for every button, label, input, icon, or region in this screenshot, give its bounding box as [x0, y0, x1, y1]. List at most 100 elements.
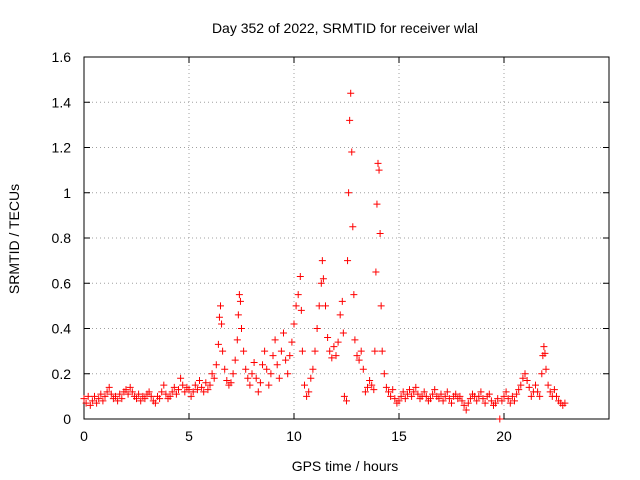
data-point	[166, 392, 174, 400]
data-point	[93, 399, 101, 407]
data-point	[401, 395, 409, 403]
data-point	[187, 392, 195, 400]
data-point	[492, 399, 500, 407]
data-point	[277, 347, 285, 355]
data-point	[546, 388, 554, 396]
data-point	[215, 313, 223, 321]
y-tick-label: 1.2	[52, 140, 72, 156]
x-tick-labels: 0 5 10 15 20	[80, 428, 512, 444]
y-tick-label: 1.4	[52, 94, 72, 110]
data-point	[137, 397, 145, 405]
data-point	[376, 229, 384, 237]
data-point	[410, 388, 418, 396]
data-point	[217, 302, 224, 310]
data-point	[221, 365, 229, 373]
data-point	[193, 386, 201, 394]
data-point	[473, 397, 481, 405]
y-tick-label: 0	[63, 411, 71, 427]
data-point	[408, 392, 416, 400]
data-point	[372, 268, 380, 276]
data-point	[145, 388, 153, 396]
data-point	[229, 370, 237, 378]
data-point	[561, 399, 569, 407]
data-point	[373, 200, 381, 208]
data-point	[494, 395, 502, 403]
data-point	[254, 388, 262, 396]
data-point	[105, 383, 113, 391]
data-point	[326, 347, 334, 355]
data-point	[385, 388, 392, 396]
data-point	[275, 374, 283, 382]
data-point	[158, 388, 166, 396]
data-point	[172, 390, 180, 398]
data-point	[309, 365, 317, 373]
data-point	[368, 381, 376, 389]
data-point	[397, 392, 405, 400]
data-point	[504, 395, 512, 403]
data-point	[297, 306, 305, 314]
data-point	[126, 383, 134, 391]
data-point	[443, 388, 451, 396]
data-point	[107, 390, 115, 398]
data-point	[540, 343, 548, 351]
data-point	[371, 347, 379, 355]
data-point	[95, 395, 103, 403]
data-point	[97, 390, 105, 398]
data-point	[223, 377, 231, 385]
data-point	[175, 386, 182, 394]
data-point	[477, 388, 485, 396]
data-point	[311, 347, 319, 355]
data-point	[292, 302, 300, 310]
x-axis-label: GPS time / hours	[292, 458, 399, 474]
data-point	[378, 347, 386, 355]
data-point	[382, 383, 390, 391]
data-point	[427, 395, 434, 403]
data-point	[377, 302, 385, 310]
data-point	[506, 399, 514, 407]
data-point	[485, 390, 493, 398]
data-point	[231, 356, 239, 364]
data-point	[246, 381, 254, 389]
data-point	[343, 397, 350, 405]
data-point	[487, 397, 495, 405]
data-point	[445, 395, 453, 403]
data-point	[534, 388, 542, 396]
data-point	[420, 388, 428, 396]
y-tick-label: 1	[63, 185, 71, 201]
data-point	[156, 395, 164, 403]
y-tick-label: 0.8	[52, 230, 72, 246]
data-point	[122, 386, 130, 394]
data-point	[553, 392, 560, 400]
data-point	[252, 374, 260, 382]
data-point	[395, 397, 403, 405]
data-point	[219, 347, 227, 355]
data-point	[511, 397, 518, 405]
data-point	[475, 392, 483, 400]
data-point	[259, 361, 266, 369]
data-point	[498, 397, 506, 405]
data-point	[375, 166, 383, 174]
data-point	[399, 388, 407, 396]
data-point	[227, 379, 235, 387]
data-point	[536, 392, 544, 400]
data-point	[338, 297, 346, 305]
data-point	[236, 297, 244, 305]
data-point	[464, 399, 472, 407]
data-point	[339, 329, 347, 337]
data-point	[332, 352, 340, 360]
data-point	[429, 390, 437, 398]
data-point	[550, 386, 558, 394]
data-point	[366, 377, 374, 385]
data-point	[460, 401, 468, 409]
data-point	[141, 395, 149, 403]
data-point	[324, 334, 332, 342]
data-point	[456, 392, 464, 400]
data-point	[479, 395, 487, 403]
data-point	[198, 383, 206, 391]
data-point	[86, 401, 94, 409]
data-point	[288, 338, 296, 346]
data-point	[177, 374, 185, 382]
data-point	[435, 395, 443, 403]
data-point	[206, 381, 214, 389]
